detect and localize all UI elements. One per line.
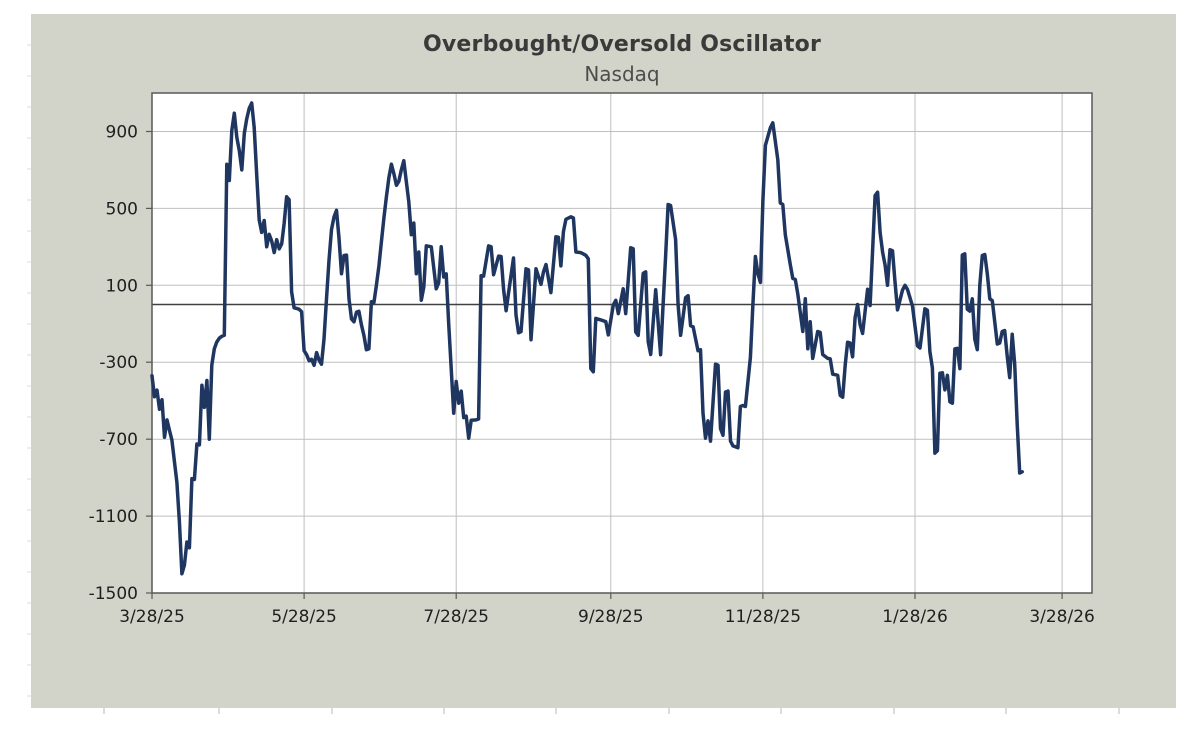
chart-subtitle: Nasdaq [584, 62, 660, 86]
y-tick-label: -1100 [89, 507, 138, 527]
x-tick-label: 11/28/25 [725, 607, 801, 627]
plot-border [151, 92, 1093, 594]
x-tick-label: 9/28/25 [578, 607, 644, 627]
x-tick-label: 7/28/25 [423, 607, 489, 627]
y-tick-label: -700 [99, 430, 138, 450]
chart-title: Overbought/Oversold Oscillator [422, 32, 822, 57]
y-tick-label: 500 [106, 199, 138, 219]
y-tick-label: -300 [99, 353, 138, 373]
x-tick-label: 1/28/26 [882, 607, 948, 627]
y-tick-label: 100 [106, 276, 138, 296]
x-tick-label: 3/28/25 [119, 607, 185, 627]
y-tick-label: 900 [106, 123, 138, 143]
y-tick-label: -1500 [89, 584, 138, 604]
plot-background [152, 93, 1092, 593]
oscillator-series-line [150, 101, 1024, 576]
x-tick-label: 3/28/26 [1029, 607, 1095, 627]
x-tick-label: 5/28/25 [271, 607, 337, 627]
